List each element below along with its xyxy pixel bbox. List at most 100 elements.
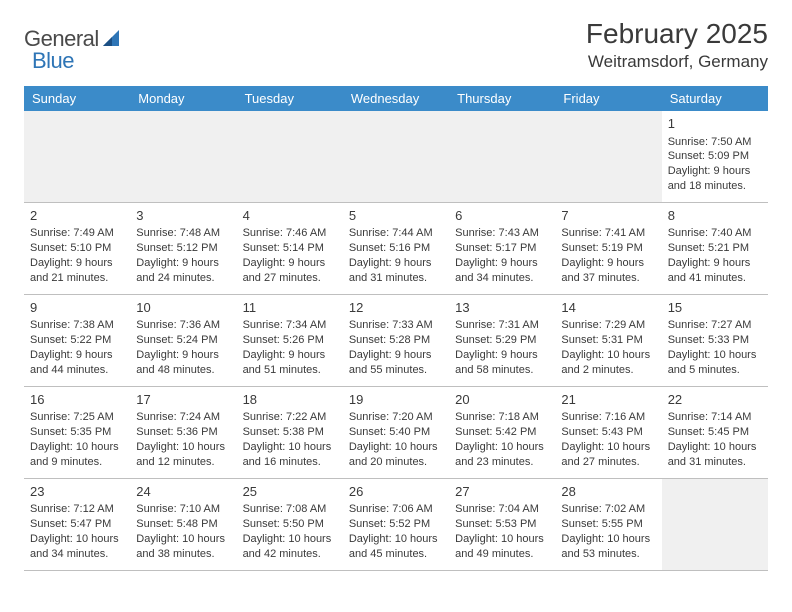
calendar-cell: 5Sunrise: 7:44 AMSunset: 5:16 PMDaylight… (343, 202, 449, 294)
calendar-cell: 18Sunrise: 7:22 AMSunset: 5:38 PMDayligh… (237, 386, 343, 478)
day-number: 6 (455, 207, 549, 225)
daylight-line: Daylight: 9 hours and 41 minutes. (668, 256, 762, 286)
calendar-cell (24, 111, 130, 202)
header: General February 2025 Weitramsdorf, Germ… (24, 18, 768, 72)
calendar-row: 16Sunrise: 7:25 AMSunset: 5:35 PMDayligh… (24, 386, 768, 478)
calendar-cell: 15Sunrise: 7:27 AMSunset: 5:33 PMDayligh… (662, 294, 768, 386)
day-number: 11 (243, 299, 337, 317)
calendar-cell: 27Sunrise: 7:04 AMSunset: 5:53 PMDayligh… (449, 478, 555, 570)
sunset-line: Sunset: 5:33 PM (668, 333, 762, 348)
day-number: 2 (30, 207, 124, 225)
sunset-line: Sunset: 5:52 PM (349, 517, 443, 532)
sunrise-line: Sunrise: 7:33 AM (349, 318, 443, 333)
sunset-line: Sunset: 5:38 PM (243, 425, 337, 440)
sunrise-line: Sunrise: 7:40 AM (668, 226, 762, 241)
sunset-line: Sunset: 5:26 PM (243, 333, 337, 348)
day-number: 16 (30, 391, 124, 409)
calendar-cell: 22Sunrise: 7:14 AMSunset: 5:45 PMDayligh… (662, 386, 768, 478)
day-number: 8 (668, 207, 762, 225)
weekday-header: Sunday (24, 86, 130, 111)
sunset-line: Sunset: 5:28 PM (349, 333, 443, 348)
sunset-line: Sunset: 5:53 PM (455, 517, 549, 532)
weekday-header: Friday (555, 86, 661, 111)
calendar-cell: 17Sunrise: 7:24 AMSunset: 5:36 PMDayligh… (130, 386, 236, 478)
calendar-cell: 10Sunrise: 7:36 AMSunset: 5:24 PMDayligh… (130, 294, 236, 386)
logo-blue-wrap: Blue (32, 48, 74, 74)
sunrise-line: Sunrise: 7:25 AM (30, 410, 124, 425)
calendar-cell: 25Sunrise: 7:08 AMSunset: 5:50 PMDayligh… (237, 478, 343, 570)
sunrise-line: Sunrise: 7:22 AM (243, 410, 337, 425)
sunset-line: Sunset: 5:50 PM (243, 517, 337, 532)
location: Weitramsdorf, Germany (586, 52, 768, 72)
sunset-line: Sunset: 5:31 PM (561, 333, 655, 348)
sunrise-line: Sunrise: 7:36 AM (136, 318, 230, 333)
daylight-line: Daylight: 10 hours and 2 minutes. (561, 348, 655, 378)
sunset-line: Sunset: 5:35 PM (30, 425, 124, 440)
sunset-line: Sunset: 5:21 PM (668, 241, 762, 256)
weekday-header: Monday (130, 86, 236, 111)
calendar-row: 23Sunrise: 7:12 AMSunset: 5:47 PMDayligh… (24, 478, 768, 570)
weekday-header: Saturday (662, 86, 768, 111)
daylight-line: Daylight: 10 hours and 49 minutes. (455, 532, 549, 562)
day-number: 28 (561, 483, 655, 501)
daylight-line: Daylight: 9 hours and 34 minutes. (455, 256, 549, 286)
calendar-cell (130, 111, 236, 202)
sunrise-line: Sunrise: 7:12 AM (30, 502, 124, 517)
daylight-line: Daylight: 10 hours and 12 minutes. (136, 440, 230, 470)
calendar-cell: 16Sunrise: 7:25 AMSunset: 5:35 PMDayligh… (24, 386, 130, 478)
daylight-line: Daylight: 10 hours and 34 minutes. (30, 532, 124, 562)
sunrise-line: Sunrise: 7:43 AM (455, 226, 549, 241)
daylight-line: Daylight: 9 hours and 27 minutes. (243, 256, 337, 286)
weekday-header: Tuesday (237, 86, 343, 111)
title-block: February 2025 Weitramsdorf, Germany (586, 18, 768, 72)
sunrise-line: Sunrise: 7:44 AM (349, 226, 443, 241)
daylight-line: Daylight: 10 hours and 38 minutes. (136, 532, 230, 562)
daylight-line: Daylight: 9 hours and 31 minutes. (349, 256, 443, 286)
weekday-row: SundayMondayTuesdayWednesdayThursdayFrid… (24, 86, 768, 111)
day-number: 27 (455, 483, 549, 501)
daylight-line: Daylight: 10 hours and 53 minutes. (561, 532, 655, 562)
daylight-line: Daylight: 9 hours and 48 minutes. (136, 348, 230, 378)
daylight-line: Daylight: 10 hours and 31 minutes. (668, 440, 762, 470)
day-number: 22 (668, 391, 762, 409)
day-number: 5 (349, 207, 443, 225)
calendar-body: 1Sunrise: 7:50 AMSunset: 5:09 PMDaylight… (24, 111, 768, 570)
calendar-cell (237, 111, 343, 202)
calendar-cell: 2Sunrise: 7:49 AMSunset: 5:10 PMDaylight… (24, 202, 130, 294)
sunrise-line: Sunrise: 7:20 AM (349, 410, 443, 425)
weekday-header: Thursday (449, 86, 555, 111)
sunrise-line: Sunrise: 7:24 AM (136, 410, 230, 425)
sunrise-line: Sunrise: 7:27 AM (668, 318, 762, 333)
calendar-cell: 24Sunrise: 7:10 AMSunset: 5:48 PMDayligh… (130, 478, 236, 570)
sunset-line: Sunset: 5:42 PM (455, 425, 549, 440)
sunset-line: Sunset: 5:29 PM (455, 333, 549, 348)
day-number: 19 (349, 391, 443, 409)
day-number: 18 (243, 391, 337, 409)
sunrise-line: Sunrise: 7:41 AM (561, 226, 655, 241)
calendar-row: 9Sunrise: 7:38 AMSunset: 5:22 PMDaylight… (24, 294, 768, 386)
calendar-cell (343, 111, 449, 202)
calendar-cell: 9Sunrise: 7:38 AMSunset: 5:22 PMDaylight… (24, 294, 130, 386)
daylight-line: Daylight: 9 hours and 55 minutes. (349, 348, 443, 378)
calendar-cell: 20Sunrise: 7:18 AMSunset: 5:42 PMDayligh… (449, 386, 555, 478)
day-number: 1 (668, 115, 762, 133)
sunrise-line: Sunrise: 7:31 AM (455, 318, 549, 333)
daylight-line: Daylight: 10 hours and 23 minutes. (455, 440, 549, 470)
calendar-cell: 11Sunrise: 7:34 AMSunset: 5:26 PMDayligh… (237, 294, 343, 386)
sunrise-line: Sunrise: 7:08 AM (243, 502, 337, 517)
sunrise-line: Sunrise: 7:02 AM (561, 502, 655, 517)
daylight-line: Daylight: 10 hours and 9 minutes. (30, 440, 124, 470)
calendar-cell: 28Sunrise: 7:02 AMSunset: 5:55 PMDayligh… (555, 478, 661, 570)
calendar-table: SundayMondayTuesdayWednesdayThursdayFrid… (24, 86, 768, 571)
daylight-line: Daylight: 9 hours and 58 minutes. (455, 348, 549, 378)
daylight-line: Daylight: 10 hours and 5 minutes. (668, 348, 762, 378)
day-number: 10 (136, 299, 230, 317)
calendar-cell: 23Sunrise: 7:12 AMSunset: 5:47 PMDayligh… (24, 478, 130, 570)
calendar-cell (449, 111, 555, 202)
logo: General (24, 18, 127, 52)
sunset-line: Sunset: 5:19 PM (561, 241, 655, 256)
calendar-row: 2Sunrise: 7:49 AMSunset: 5:10 PMDaylight… (24, 202, 768, 294)
month-title: February 2025 (586, 18, 768, 50)
day-number: 17 (136, 391, 230, 409)
logo-sail-icon (101, 28, 125, 50)
